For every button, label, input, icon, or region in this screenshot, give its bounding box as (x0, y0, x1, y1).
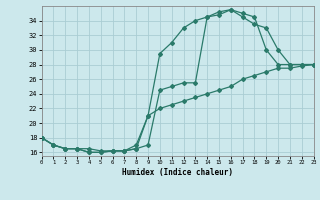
X-axis label: Humidex (Indice chaleur): Humidex (Indice chaleur) (122, 168, 233, 177)
